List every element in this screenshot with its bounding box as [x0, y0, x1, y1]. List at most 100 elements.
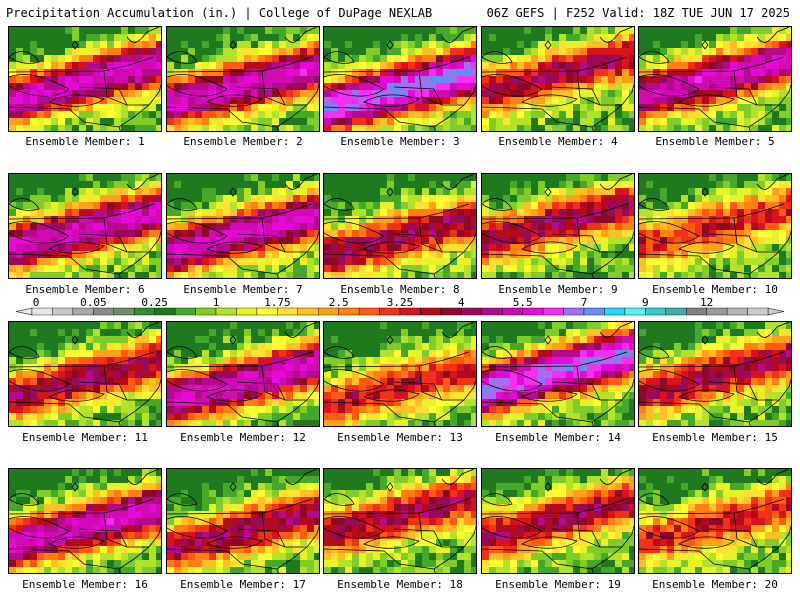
ensemble-member-map[interactable] [323, 26, 477, 132]
map-boundaries [324, 469, 476, 573]
city-marker-icon [701, 482, 709, 492]
ensemble-member-map[interactable] [166, 173, 320, 279]
precipitation-colorbar: 0 0.05 0.25 1 1.75 2.5 3.25 4 5.5 7 9 12 [15, 296, 785, 316]
ensemble-member-label: Ensemble Member: 12 [180, 431, 306, 444]
precip-field [482, 174, 634, 278]
ensemble-member-map[interactable] [638, 321, 792, 427]
ensemble-member-map[interactable] [8, 468, 162, 574]
ensemble-member-label: Ensemble Member: 2 [183, 135, 303, 148]
colorbar-swatch [154, 307, 176, 316]
colorbar-swatch [113, 307, 135, 316]
colorbar-swatch [542, 307, 564, 316]
precip-field [167, 174, 319, 278]
colorbar-tick-label: 7 [581, 296, 588, 309]
map-boundaries [324, 174, 476, 278]
precip-field [639, 174, 791, 278]
precip-map [324, 322, 476, 426]
colorbar-swatch [502, 307, 523, 316]
ensemble-member-label: Ensemble Member: 8 [340, 283, 460, 296]
ensemble-member-label: Ensemble Member: 16 [22, 578, 148, 591]
city-marker-icon [71, 40, 79, 50]
colorbar-min-arrow [15, 307, 33, 316]
colorbar-swatch [174, 307, 196, 316]
precip-map [482, 469, 634, 573]
ensemble-member-map[interactable] [8, 321, 162, 427]
colorbar-swatch [604, 307, 626, 316]
precip-map [9, 469, 161, 573]
ensemble-member-map[interactable] [8, 26, 162, 132]
precip-field [324, 27, 476, 131]
ensemble-member-label: Ensemble Member: 5 [655, 135, 775, 148]
ensemble-member-map[interactable] [481, 321, 635, 427]
map-boundaries [639, 27, 791, 131]
precip-map [9, 322, 161, 426]
precip-field [167, 27, 319, 131]
colorbar-swatch [297, 307, 319, 316]
model-valid-time: 06Z GEFS | F252 Valid: 18Z TUE JUN 17 20… [486, 6, 790, 20]
city-marker-icon [386, 187, 394, 197]
colorbar-swatch [747, 307, 769, 316]
map-boundaries [9, 27, 161, 131]
ensemble-member-map[interactable] [323, 468, 477, 574]
ensemble-member-label: Ensemble Member: 7 [183, 283, 303, 296]
city-marker-icon [229, 335, 237, 345]
ensemble-member-label: Ensemble Member: 11 [22, 431, 148, 444]
precip-map [639, 27, 791, 131]
ensemble-member-map[interactable] [166, 321, 320, 427]
precip-field [639, 322, 791, 426]
colorbar-swatch [481, 307, 503, 316]
colorbar-tick-label: 1.75 [264, 296, 291, 309]
colorbar-swatch [195, 307, 217, 316]
precip-map [639, 469, 791, 573]
ensemble-member-map[interactable] [481, 173, 635, 279]
ensemble-member-map[interactable] [166, 468, 320, 574]
city-marker-icon [71, 335, 79, 345]
map-boundaries [9, 322, 161, 426]
ensemble-member-label: Ensemble Member: 3 [340, 135, 460, 148]
colorbar-tick-label: 5.5 [513, 296, 533, 309]
precip-map [639, 322, 791, 426]
colorbar-swatch [706, 307, 728, 316]
ensemble-member-label: Ensemble Member: 17 [180, 578, 306, 591]
precip-field [9, 27, 161, 131]
precip-field [167, 322, 319, 426]
city-marker-icon [229, 187, 237, 197]
colorbar-swatch [338, 307, 360, 316]
precip-field [9, 469, 161, 573]
city-marker-icon [701, 187, 709, 197]
ensemble-member-map[interactable] [323, 321, 477, 427]
precip-map [167, 27, 319, 131]
colorbar-swatch [522, 307, 544, 316]
map-boundaries [167, 322, 319, 426]
colorbar-swatch [52, 307, 74, 316]
precip-map [482, 322, 634, 426]
colorbar-swatch [645, 307, 666, 316]
precip-map [167, 322, 319, 426]
ensemble-member-map[interactable] [638, 468, 792, 574]
precip-field [639, 469, 791, 573]
ensemble-member-map[interactable] [638, 26, 792, 132]
ensemble-member-map[interactable] [8, 173, 162, 279]
colorbar-swatch [379, 307, 401, 316]
ensemble-member-label: Ensemble Member: 20 [652, 578, 778, 591]
colorbar-tick-label: 0.25 [141, 296, 168, 309]
city-marker-icon [544, 40, 552, 50]
colorbar-swatch [318, 307, 339, 316]
ensemble-member-map[interactable] [481, 468, 635, 574]
colorbar-swatch [215, 307, 237, 316]
city-marker-icon [544, 335, 552, 345]
city-marker-icon [386, 335, 394, 345]
map-boundaries [324, 27, 476, 131]
precip-field [639, 27, 791, 131]
colorbar-tick-label: 1 [213, 296, 220, 309]
colorbar-tick-label: 0.05 [80, 296, 107, 309]
ensemble-member-label: Ensemble Member: 13 [337, 431, 463, 444]
ensemble-member-map[interactable] [481, 26, 635, 132]
colorbar-swatch [563, 307, 585, 316]
precip-field [482, 322, 634, 426]
ensemble-member-map[interactable] [638, 173, 792, 279]
ensemble-member-map[interactable] [166, 26, 320, 132]
ensemble-member-label: Ensemble Member: 6 [25, 283, 145, 296]
ensemble-member-map[interactable] [323, 173, 477, 279]
ensemble-member-label: Ensemble Member: 9 [498, 283, 618, 296]
